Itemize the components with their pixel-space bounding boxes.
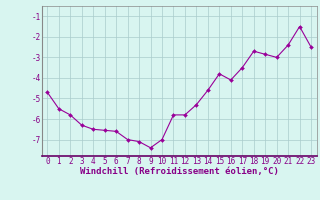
X-axis label: Windchill (Refroidissement éolien,°C): Windchill (Refroidissement éolien,°C) xyxy=(80,167,279,176)
